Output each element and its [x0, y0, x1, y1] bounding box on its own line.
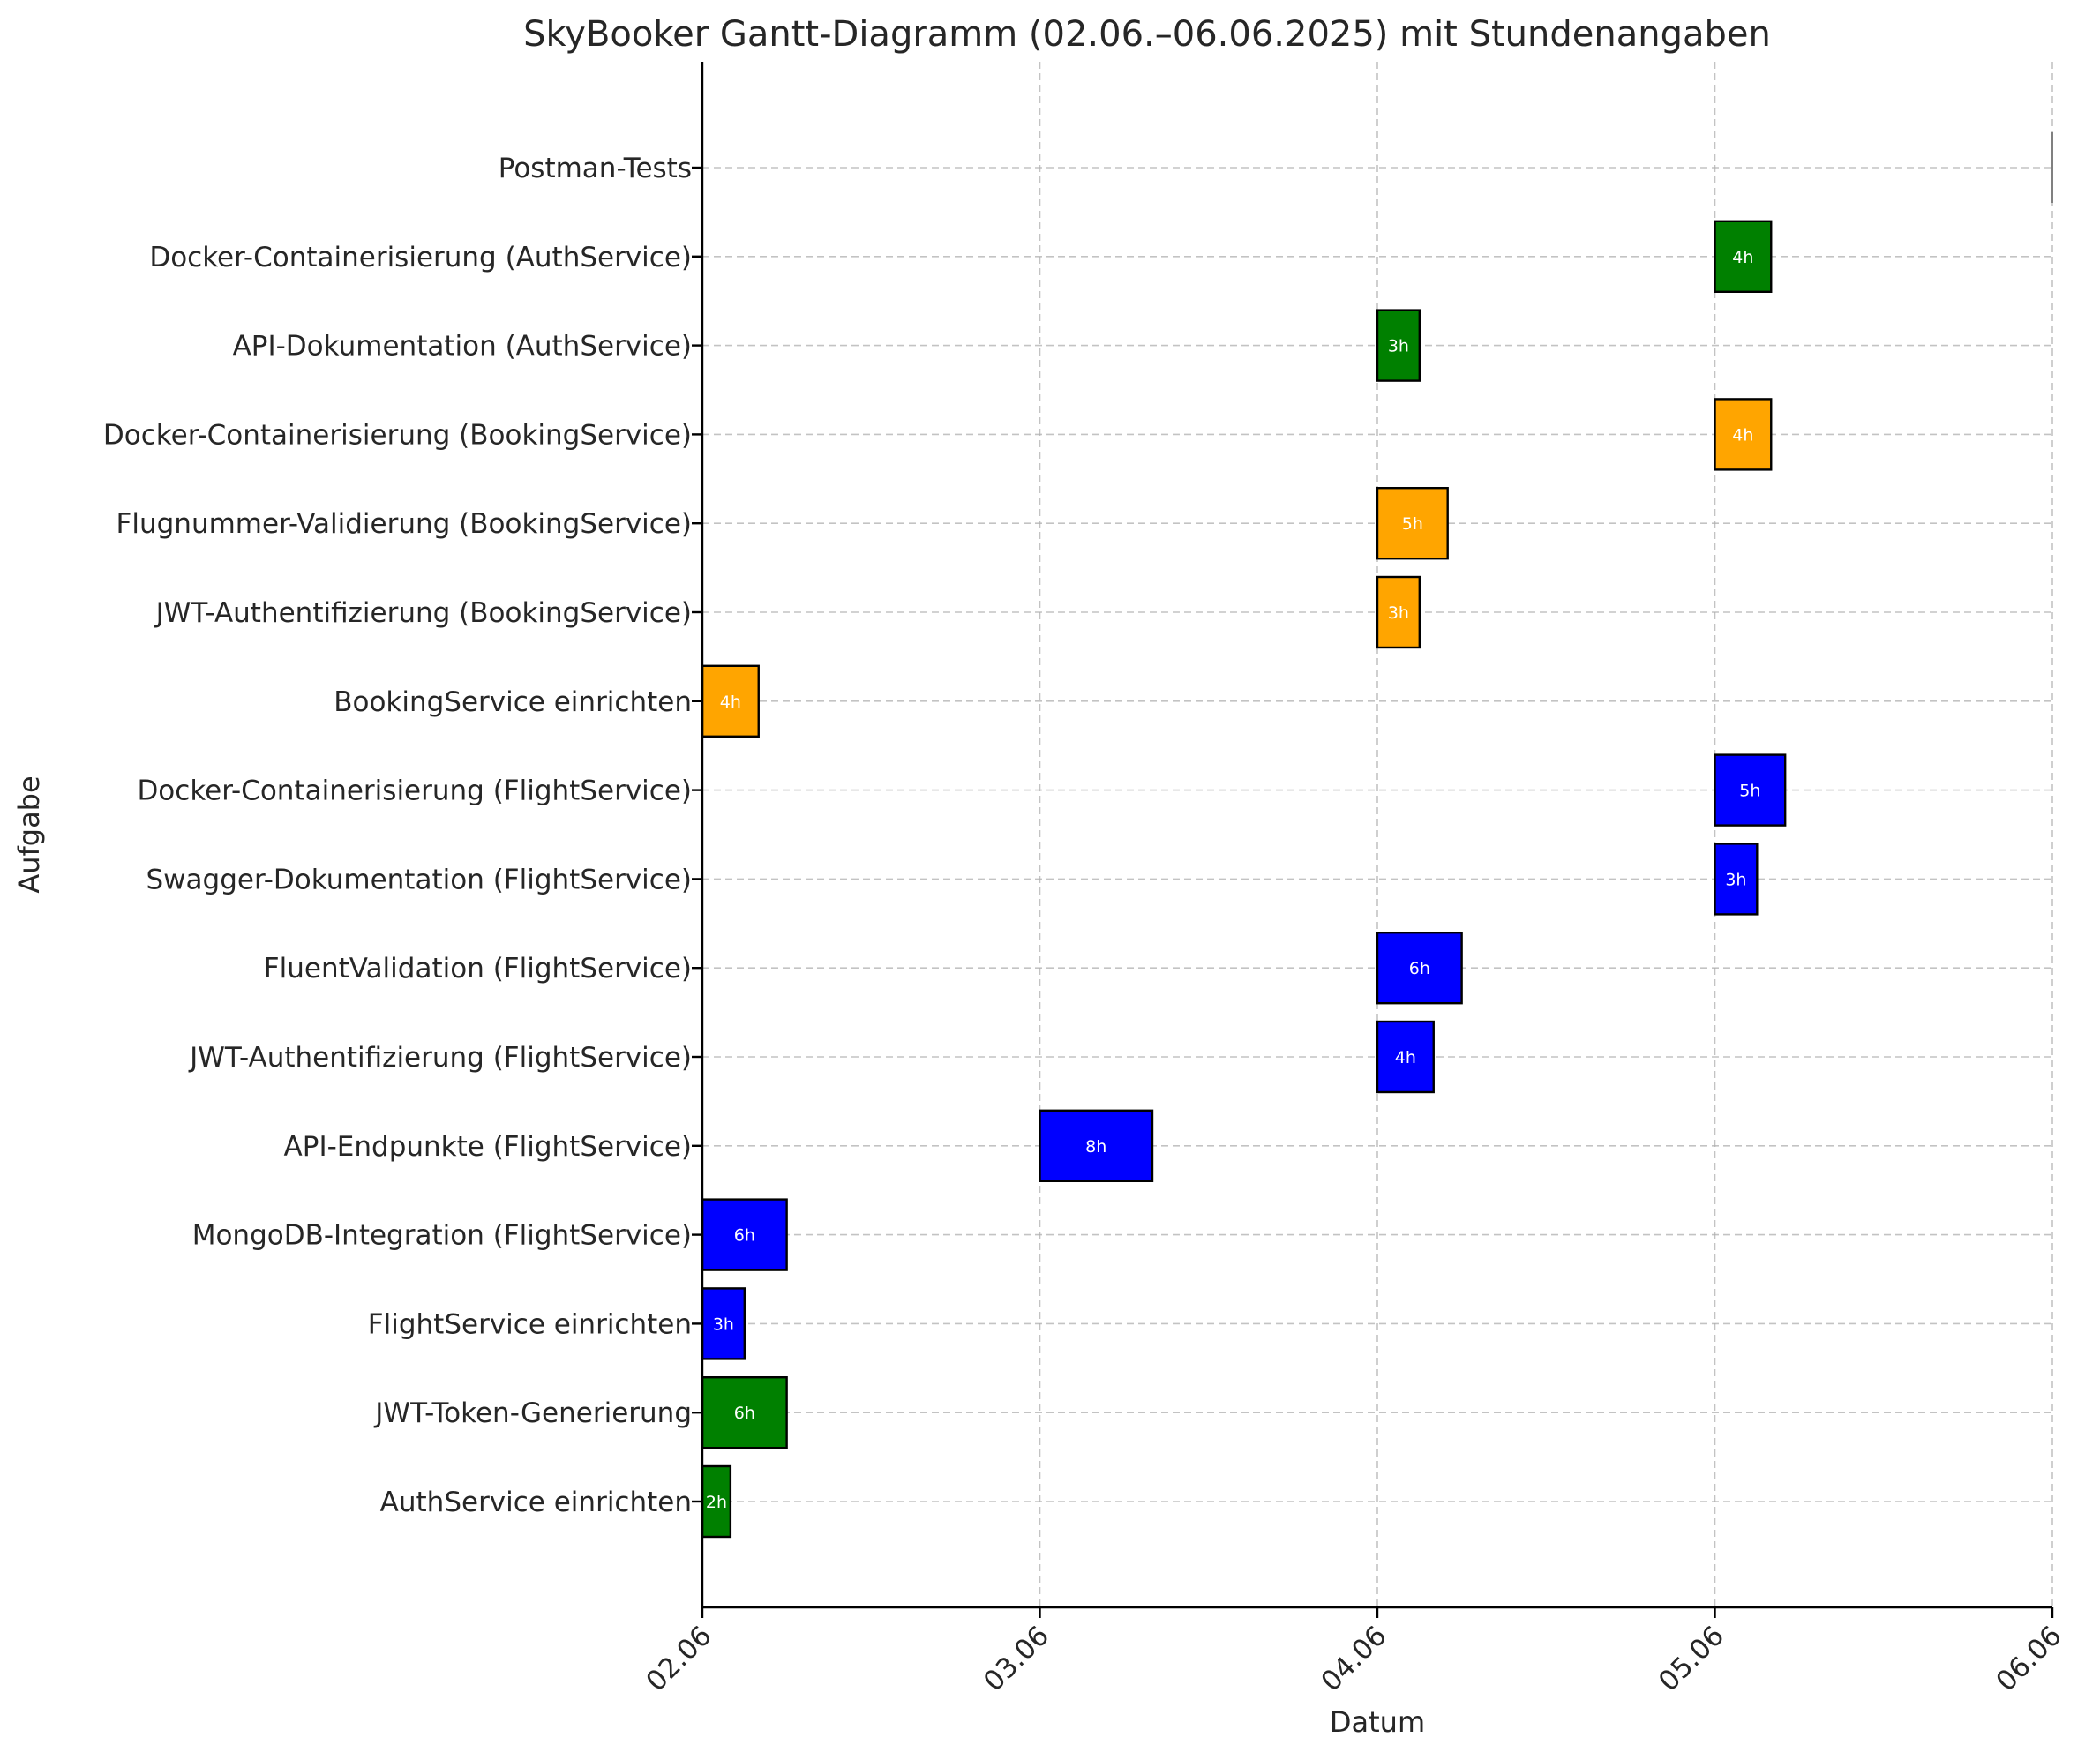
- y-gridlines: [702, 167, 2052, 1502]
- task-label: JWT-Authentifizierung (FlightService): [188, 1042, 692, 1074]
- bar-value-label: 2h: [706, 1493, 727, 1512]
- bar-value-label: 4h: [720, 693, 741, 712]
- task-bar: [701, 1287, 746, 1360]
- task-bar: [1714, 398, 1773, 471]
- task-bar: [1039, 1109, 1154, 1183]
- task-bar: [1714, 753, 1787, 827]
- task-label: JWT-Authentifizierung (BookingService): [154, 597, 692, 629]
- task-label: Docker-Containerisierung (FlightService): [137, 775, 692, 807]
- bar-value-label: 3h: [1388, 337, 1409, 356]
- bar-value-label: 6h: [1409, 959, 1430, 978]
- bar-value-label: 4h: [1732, 425, 1753, 445]
- task-label: Flugnummer-Validierung (BookingService): [116, 508, 692, 540]
- task-bar: [1714, 220, 1773, 294]
- bar-value-label: 5h: [1402, 514, 1423, 534]
- task-bar: [701, 1198, 788, 1271]
- x-tick-label: 02.06: [640, 1620, 717, 1697]
- task-label: BookingService einrichten: [334, 686, 692, 718]
- task-label: Postman-Tests: [499, 153, 692, 184]
- bar-value-label: 8h: [1085, 1137, 1106, 1157]
- x-tick-label: 06.06: [1990, 1620, 2067, 1697]
- task-bar: [1376, 309, 1421, 382]
- x-tick-label: 04.06: [1315, 1620, 1392, 1697]
- bar-labels: 2h 6h 3h 6h 8h 4h 6h 3h 5h 4h 3h 5h 4h 3h 4h: [706, 248, 1760, 1512]
- x-axis-label: Datum: [1330, 1705, 1425, 1739]
- task-label: Docker-Containerisierung (BookingService…: [103, 419, 692, 451]
- y-axis-label: Aufgabe: [12, 775, 46, 893]
- bar-value-label: 6h: [734, 1226, 755, 1246]
- task-label: API-Dokumentation (AuthService): [233, 331, 692, 363]
- x-gridlines: [701, 62, 2053, 1607]
- bar-value-label: 4h: [1732, 248, 1753, 267]
- bar-value-label: 3h: [1725, 870, 1746, 889]
- task-bar: [1376, 931, 1463, 1005]
- task-label: MongoDB-Integration (FlightService): [192, 1220, 692, 1252]
- task-bars: [701, 132, 2053, 1539]
- bar-value-label: 4h: [1395, 1048, 1416, 1067]
- bar-value-label: 5h: [1739, 782, 1760, 801]
- x-tick-label: 05.06: [1653, 1620, 1730, 1697]
- task-bar: [1376, 1020, 1435, 1094]
- task-label: API-Endpunkte (FlightService): [284, 1131, 692, 1163]
- task-label: AuthService einrichten: [380, 1487, 692, 1518]
- chart-title: SkyBooker Gantt-Diagramm (02.06.–06.06.2…: [523, 14, 1771, 55]
- task-label: FlightService einrichten: [368, 1308, 692, 1340]
- bar-value-label: 6h: [734, 1404, 755, 1423]
- task-label: Swagger-Dokumentation (FlightService): [146, 864, 693, 895]
- task-bar: [1714, 843, 1759, 916]
- bar-value-label: 3h: [713, 1314, 734, 1334]
- bar-value-label: 3h: [1388, 603, 1409, 623]
- task-label: JWT-Token-Generierung: [373, 1397, 692, 1429]
- task-label: Docker-Containerisierung (AuthService): [149, 242, 692, 273]
- task-bar: [1376, 487, 1449, 560]
- x-tick-label: 03.06: [978, 1620, 1055, 1697]
- task-label: FluentValidation (FlightService): [264, 953, 692, 985]
- task-bar: [1376, 575, 1421, 649]
- y-axis-ticks: AuthService einrichten JWT-Token-Generier…: [103, 153, 702, 1518]
- x-axis-ticks: 02.06 03.06 04.06 05.06 06.06: [640, 1607, 2068, 1697]
- task-bar: [701, 664, 760, 738]
